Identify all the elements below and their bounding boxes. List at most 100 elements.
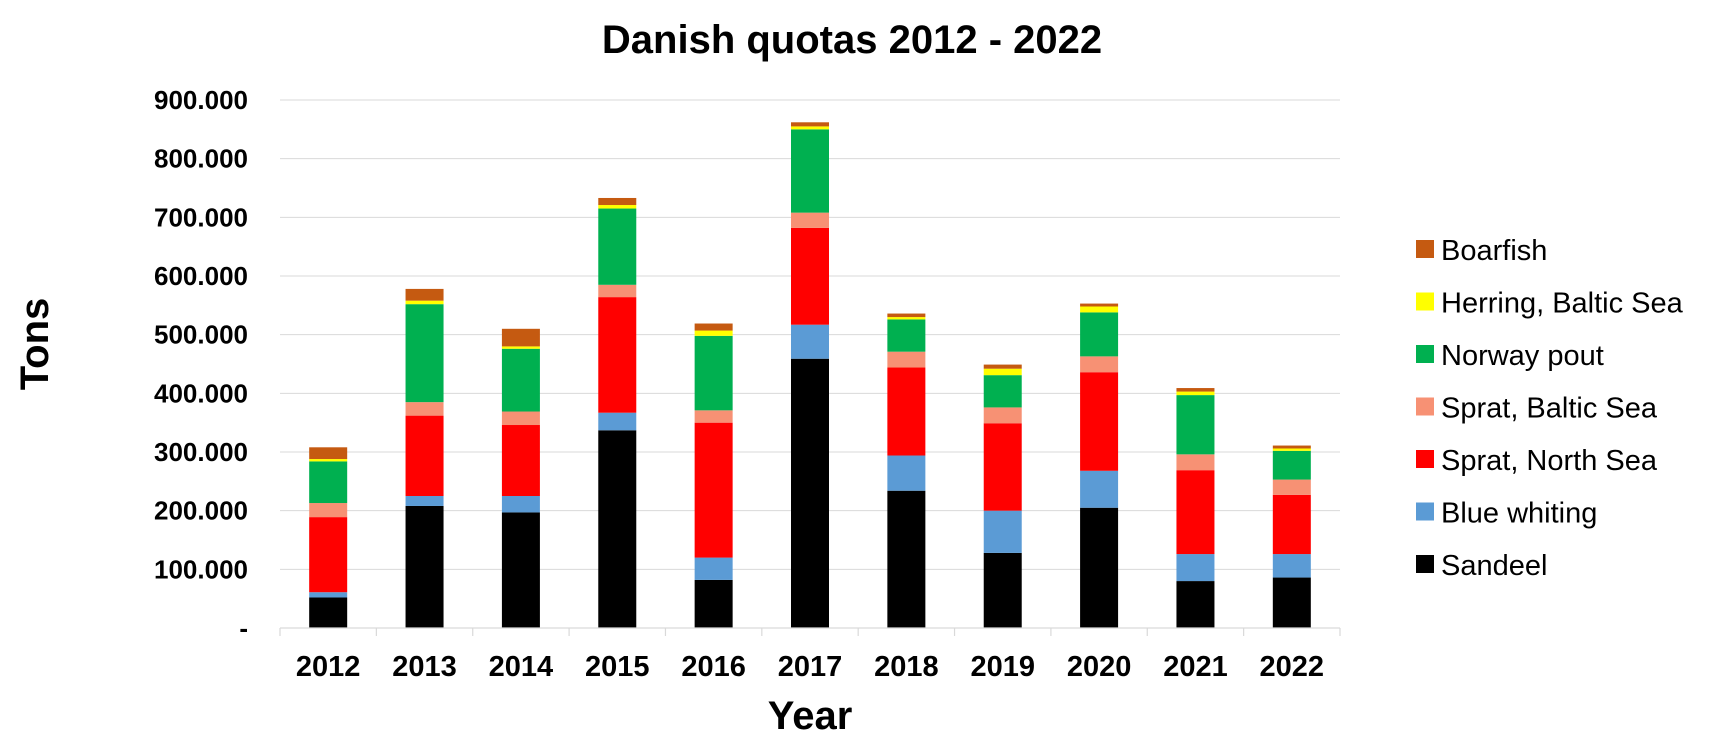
bar-segment-norway-pout <box>501 348 540 412</box>
bar-segment-sandeel <box>405 505 444 628</box>
x-tick-label: 2019 <box>970 651 1035 683</box>
bar-segment-sprat-baltic-sea <box>694 410 733 423</box>
bar-segment-blue-whiting <box>405 496 444 506</box>
bar-segment-herring-baltic-sea <box>983 368 1022 376</box>
bar-segment-herring-baltic-sea <box>598 205 637 209</box>
bar-segment-boarfish <box>405 288 444 301</box>
bar-segment-blue-whiting <box>791 324 829 359</box>
y-tick-label: 200.000 <box>154 496 248 526</box>
bar-segment-sandeel <box>1080 507 1119 628</box>
bars <box>309 122 1311 628</box>
bar-segment-sprat-north-sea <box>598 297 637 413</box>
bar-segment-boarfish <box>694 323 733 331</box>
bar-segment-norway-pout <box>887 319 926 352</box>
bar-segment-boarfish <box>983 364 1022 369</box>
x-tick-label: 2013 <box>392 651 457 683</box>
legend-swatch <box>1416 292 1434 311</box>
bar-segment-sprat-north-sea <box>405 415 444 496</box>
bar-segment-herring-baltic-sea <box>694 330 733 336</box>
bar-segment-blue-whiting <box>1272 554 1311 578</box>
bar-segment-sprat-baltic-sea <box>791 212 829 228</box>
bar-segment-sprat-north-sea <box>1176 470 1215 555</box>
y-axis-ticks: - 100.000 200.000 300.000 400.000 500.000 600.… <box>154 85 248 643</box>
legend: Boarfish Herring, Baltic Sea Norway pout Sp… <box>1416 235 1684 582</box>
x-tick-label: 2021 <box>1163 651 1228 683</box>
bar-segment-sprat-north-sea <box>1080 372 1119 471</box>
bar-segment-boarfish <box>598 197 637 206</box>
legend-label: Sprat, Baltic Sea <box>1441 393 1658 425</box>
y-tick-label: 400.000 <box>154 378 248 408</box>
legend-label: Herring, Baltic Sea <box>1441 288 1684 320</box>
legend-swatch <box>1416 450 1434 468</box>
legend-swatch <box>1416 345 1434 363</box>
bar-segment-sprat-baltic-sea <box>887 351 926 368</box>
bar-segment-norway-pout <box>791 129 829 213</box>
x-tick-label: 2017 <box>778 651 843 683</box>
chart-title: Danish quotas 2012 - 2022 <box>602 18 1102 62</box>
bar-segment-sandeel <box>598 430 637 628</box>
bar-segment-sprat-north-sea <box>887 367 926 456</box>
legend-swatch <box>1416 555 1434 573</box>
bar-segment-sprat-north-sea <box>694 422 733 558</box>
bar-segment-blue-whiting <box>1080 470 1119 508</box>
bar-segment-herring-baltic-sea <box>1176 391 1215 396</box>
legend-label: Sprat, North Sea <box>1441 445 1658 477</box>
y-tick-label: 900.000 <box>154 85 248 115</box>
x-axis-ticks: 2012 2013 2014 2015 2016 2017 2018 2019 2020 2021… <box>279 628 1341 683</box>
bar-segment-herring-baltic-sea <box>887 317 926 320</box>
bar-segment-boarfish <box>1272 445 1311 449</box>
bar-segment-sandeel <box>501 512 540 628</box>
legend-swatch <box>1416 240 1434 258</box>
bar-segment-blue-whiting <box>1176 554 1215 582</box>
bar-segment-norway-pout <box>1176 395 1215 455</box>
x-tick-label: 2022 <box>1260 651 1325 683</box>
bar-segment-sandeel <box>887 490 926 628</box>
x-axis-title: Year <box>768 694 853 737</box>
bar-segment-herring-baltic-sea <box>791 126 829 130</box>
bar-segment-sprat-north-sea <box>1272 494 1311 555</box>
bar-segment-sprat-north-sea <box>309 517 348 593</box>
bar-segment-sprat-baltic-sea <box>1080 356 1119 373</box>
y-axis-title: Tons <box>13 298 57 391</box>
y-tick-label: 600.000 <box>154 261 248 291</box>
bar-segment-blue-whiting <box>598 412 637 431</box>
bar-segment-boarfish <box>887 313 926 318</box>
bar-segment-boarfish <box>791 122 829 127</box>
bar-segment-sprat-baltic-sea <box>405 402 444 416</box>
bar-segment-boarfish <box>1080 303 1119 307</box>
bar-segment-sandeel <box>309 597 348 628</box>
x-tick-label: 2014 <box>489 651 554 683</box>
bar-segment-blue-whiting <box>694 557 733 580</box>
bar-segment-sprat-north-sea <box>791 227 829 325</box>
legend-label: Sandeel <box>1441 550 1547 582</box>
bar-segment-herring-baltic-sea <box>1272 448 1311 451</box>
legend-label: Blue whiting <box>1441 498 1597 530</box>
bar-segment-norway-pout <box>1272 450 1311 480</box>
bar-segment-sandeel <box>983 552 1022 628</box>
legend-swatch <box>1416 397 1434 416</box>
x-tick-label: 2012 <box>296 651 361 683</box>
legend-label: Boarfish <box>1441 235 1547 267</box>
x-tick-label: 2020 <box>1067 651 1132 683</box>
y-tick-label: 300.000 <box>154 437 248 467</box>
bar-segment-herring-baltic-sea <box>309 459 348 462</box>
legend-swatch <box>1416 502 1434 521</box>
y-tick-label: 100.000 <box>154 554 248 584</box>
bar-segment-sprat-baltic-sea <box>598 284 637 298</box>
bar-segment-norway-pout <box>983 375 1022 408</box>
bar-segment-norway-pout <box>309 461 348 504</box>
bar-segment-herring-baltic-sea <box>405 300 444 305</box>
bar-segment-blue-whiting <box>983 510 1022 553</box>
bar-segment-sandeel <box>1272 577 1311 628</box>
y-tick-label: 700.000 <box>154 202 248 232</box>
bar-segment-sandeel <box>791 358 829 628</box>
bar-segment-sprat-baltic-sea <box>501 411 540 426</box>
bar-segment-blue-whiting <box>887 455 926 491</box>
bar-segment-sprat-baltic-sea <box>983 407 1022 424</box>
legend-label: Norway pout <box>1441 340 1604 372</box>
bar-segment-boarfish <box>501 328 540 347</box>
bar-segment-blue-whiting <box>501 496 540 513</box>
x-tick-label: 2015 <box>585 651 650 683</box>
bar-segment-sprat-baltic-sea <box>1176 454 1215 471</box>
